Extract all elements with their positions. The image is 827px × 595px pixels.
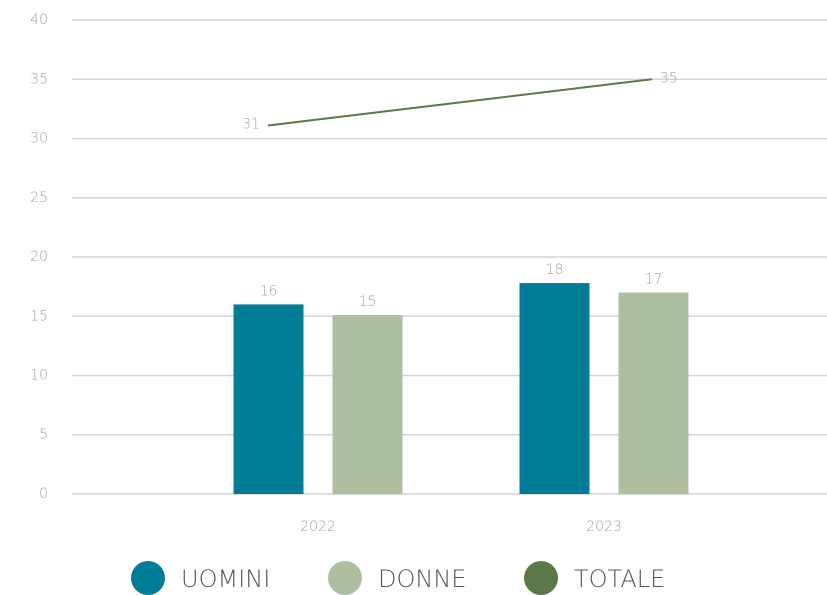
y-tick-label: 40 [30, 12, 48, 28]
y-tick-label: 0 [39, 486, 48, 502]
y-tick-label: 10 [30, 368, 48, 384]
y-tick-label: 5 [39, 427, 48, 443]
legend-label: TOTALE [574, 565, 665, 593]
data-label: 17 [645, 272, 663, 288]
legend-label: UOMINI [181, 565, 270, 593]
x-tick-label: 2022 [300, 519, 336, 535]
x-tick-label: 2023 [586, 519, 622, 535]
legend-swatch [524, 561, 558, 595]
data-label: 18 [546, 262, 564, 278]
data-label: 15 [359, 294, 377, 310]
y-tick-label: 15 [30, 308, 48, 324]
data-label: 16 [260, 283, 278, 299]
bar [618, 292, 689, 494]
line [267, 78, 653, 127]
legend-label: DONNE [378, 565, 466, 593]
legend-swatch [328, 561, 362, 595]
y-tick-label: 30 [30, 131, 48, 147]
data-label: 31 [242, 116, 260, 132]
data-label: 35 [660, 70, 678, 86]
bar [233, 304, 304, 494]
bar [332, 315, 403, 494]
bar [519, 283, 590, 494]
y-tick-label: 25 [30, 190, 48, 206]
legend-swatch [131, 561, 165, 595]
y-tick-label: 35 [30, 71, 48, 87]
y-tick-label: 20 [30, 249, 48, 265]
